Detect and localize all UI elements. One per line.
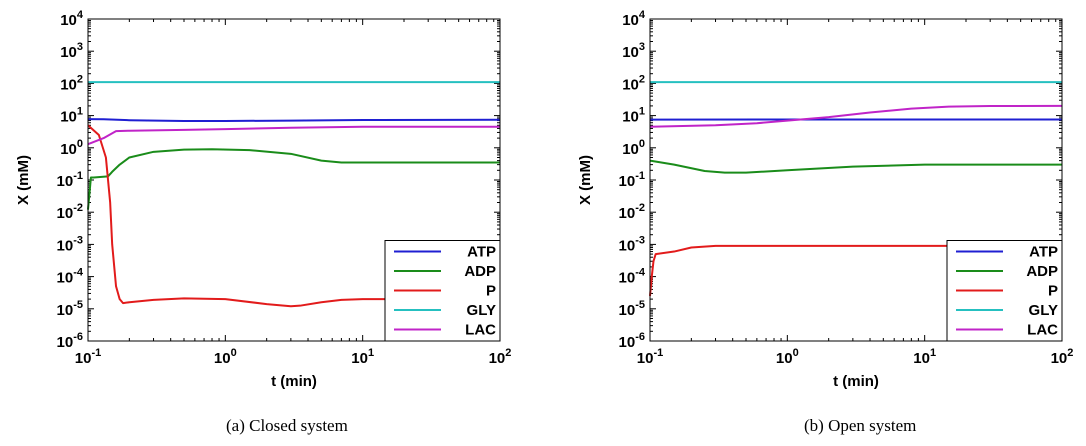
series-line-adp <box>88 149 500 209</box>
y-axis-label: X (mM) <box>15 155 32 205</box>
y-tick-label: 10-3 <box>57 234 83 254</box>
y-tick-label: 104 <box>60 9 84 29</box>
legend-label-atp: ATP <box>467 244 496 261</box>
x-axis-label: t (min) <box>833 373 879 390</box>
y-tick-label: 10-1 <box>619 170 645 190</box>
y-tick-label: 10-5 <box>57 299 83 319</box>
y-tick-label: 10-2 <box>619 202 645 222</box>
y-tick-label: 10-3 <box>619 234 645 254</box>
y-tick-label: 10-4 <box>57 267 84 287</box>
x-tick-label: 101 <box>351 347 374 367</box>
x-axis-label: t (min) <box>271 373 317 390</box>
y-tick-label: 102 <box>622 73 645 93</box>
legend-label-p: P <box>1048 283 1058 300</box>
y-axis-label: X (mM) <box>577 155 594 205</box>
x-tick-label: 102 <box>1051 347 1074 367</box>
y-tick-label: 100 <box>622 138 645 158</box>
x-tick-label: 10-1 <box>637 347 663 367</box>
figure-caption: (a) Closed system <box>226 416 348 435</box>
x-tick-label: 102 <box>489 347 512 367</box>
y-tick-label: 10-2 <box>57 202 83 222</box>
y-tick-label: 103 <box>622 41 645 61</box>
y-tick-label: 104 <box>622 9 646 29</box>
x-tick-label: 101 <box>913 347 936 367</box>
legend: ATP ADP P GLY LAC <box>385 241 500 342</box>
legend-label-atp: ATP <box>1029 244 1058 261</box>
y-tick-label: 103 <box>60 41 83 61</box>
chart-panel-2: 10-1 100 101 102 10-6 10-5 10-4 10-3 10-2 10-1 100… <box>577 9 1073 435</box>
legend-label-gly: GLY <box>1029 302 1058 319</box>
series-line-lac <box>650 106 1062 127</box>
legend: ATP ADP P GLY LAC <box>947 241 1062 342</box>
y-tick-label: 10-5 <box>619 299 645 319</box>
legend-label-lac: LAC <box>465 322 496 339</box>
legend-label-adp: ADP <box>1026 263 1058 280</box>
x-tick-label: 10-1 <box>75 347 101 367</box>
y-tick-label: 101 <box>60 106 83 126</box>
x-tick-label: 100 <box>214 347 237 367</box>
y-tick-label: 10-1 <box>57 170 83 190</box>
y-tick-label: 10-6 <box>619 331 645 351</box>
x-tick-label: 100 <box>776 347 799 367</box>
series-line-adp <box>650 161 1062 173</box>
y-tick-label: 102 <box>60 73 83 93</box>
series-line-atp <box>88 119 500 121</box>
legend-label-adp: ADP <box>464 263 496 280</box>
figure-caption: (b) Open system <box>804 416 916 435</box>
y-tick-label: 101 <box>622 106 645 126</box>
legend-label-lac: LAC <box>1027 322 1058 339</box>
chart-panel-1: 10-1 100 101 102 10-6 10-5 10-4 10-3 10-2 10-1 100… <box>15 9 511 435</box>
legend-label-p: P <box>486 283 496 300</box>
y-tick-label: 10-6 <box>57 331 83 351</box>
y-tick-label: 10-4 <box>619 267 646 287</box>
series-line-lac <box>88 127 500 144</box>
legend-label-gly: GLY <box>467 302 496 319</box>
y-tick-label: 100 <box>60 138 83 158</box>
